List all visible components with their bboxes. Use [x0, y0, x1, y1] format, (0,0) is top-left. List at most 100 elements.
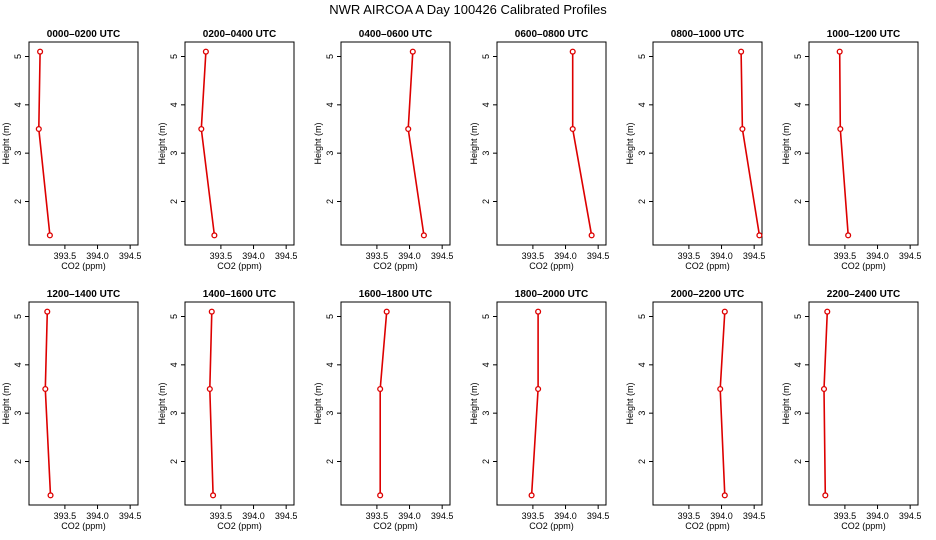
- y-tick-label: 3: [169, 411, 179, 416]
- data-point: [409, 48, 416, 55]
- profile-line: [740, 51, 761, 236]
- data-point: [208, 308, 215, 315]
- y-axis-label: Height (m): [1, 382, 11, 424]
- y-tick-label: 5: [169, 314, 179, 319]
- panel-title: 1600–1800 UTC: [359, 289, 432, 300]
- data-point: [35, 125, 42, 133]
- plot-frame: [340, 41, 451, 246]
- x-axis-label: CO2 (ppm): [841, 521, 886, 531]
- data-point: [837, 125, 844, 133]
- y-tick-label: 3: [169, 151, 179, 156]
- y-tick-label: 4: [13, 102, 23, 107]
- data-point: [206, 385, 213, 393]
- x-tick-label: 394.5: [743, 251, 766, 261]
- x-tick-label: 394.5: [743, 511, 766, 521]
- data-point: [721, 308, 728, 315]
- chart-panel-4: 0600–0800 UTC 393.5 394.0 394.5 2 3 4 5 CO2 (ppm…: [469, 29, 609, 271]
- x-axis-label: CO2 (ppm): [217, 521, 262, 531]
- x-tick-label: 394.5: [275, 251, 298, 261]
- x-tick-label: 393.5: [54, 251, 77, 261]
- y-tick-label: 2: [793, 199, 803, 204]
- panel-title: 0400–0600 UTC: [359, 29, 432, 40]
- y-axis-label: Height (m): [157, 382, 167, 424]
- x-axis-label: CO2 (ppm): [529, 261, 574, 271]
- chart-panel-3: 0400–0600 UTC 393.5 394.0 394.5 2 3 4 5 CO2 (ppm…: [313, 29, 453, 271]
- data-point: [44, 308, 51, 315]
- y-tick-label: 4: [325, 102, 335, 107]
- x-tick-label: 394.5: [119, 511, 142, 521]
- x-axis-label: CO2 (ppm): [61, 521, 106, 531]
- data-point: [820, 385, 828, 393]
- x-tick-label: 394.0: [554, 251, 577, 261]
- plot-frame: [808, 301, 919, 506]
- plot-frame: [496, 301, 607, 506]
- profile-line: [719, 311, 726, 496]
- y-axis-label: Height (m): [625, 122, 635, 164]
- data-point: [845, 232, 852, 239]
- y-tick-label: 2: [637, 459, 647, 464]
- y-tick-label: 3: [13, 151, 23, 156]
- y-tick-label: 2: [325, 459, 335, 464]
- y-tick-label: 5: [325, 314, 335, 319]
- x-axis-label: CO2 (ppm): [373, 261, 418, 271]
- y-tick-label: 5: [637, 54, 647, 59]
- chart-panel-9: 1600–1800 UTC 393.5 394.0 394.5 2 3 4 5 CO2 (ppm…: [313, 289, 453, 531]
- x-tick-label: 394.5: [119, 251, 142, 261]
- x-tick-label: 394.5: [587, 251, 610, 261]
- profile-line: [530, 311, 539, 496]
- data-point: [47, 492, 54, 499]
- x-tick-label: 394.0: [86, 511, 109, 521]
- x-tick-label: 394.5: [431, 251, 454, 261]
- y-tick-label: 4: [637, 102, 647, 107]
- y-tick-label: 4: [793, 362, 803, 367]
- profile-line: [571, 51, 593, 236]
- x-axis-label: CO2 (ppm): [841, 261, 886, 271]
- panel-title: 1000–1200 UTC: [827, 29, 900, 40]
- y-axis-label: Height (m): [313, 122, 323, 164]
- data-point: [717, 385, 724, 393]
- x-tick-label: 393.5: [366, 511, 389, 521]
- y-tick-label: 4: [325, 362, 335, 367]
- plot-frame: [28, 41, 139, 246]
- y-tick-label: 2: [637, 199, 647, 204]
- y-tick-label: 5: [13, 54, 23, 59]
- plot-frame: [184, 41, 295, 246]
- y-tick-label: 3: [13, 411, 23, 416]
- y-tick-label: 5: [481, 54, 491, 59]
- y-axis-label: Height (m): [1, 122, 11, 164]
- panel-title: 2000–2200 UTC: [671, 289, 744, 300]
- x-tick-label: 394.0: [242, 511, 265, 521]
- y-axis-label: Height (m): [157, 122, 167, 164]
- plot-frame: [652, 41, 763, 246]
- chart-panel-5: 0800–1000 UTC 393.5 394.0 394.5 2 3 4 5 CO2 (ppm…: [625, 29, 765, 271]
- y-tick-label: 3: [325, 151, 335, 156]
- data-point: [198, 125, 205, 133]
- plot-frame: [652, 301, 763, 506]
- x-tick-label: 394.0: [398, 251, 421, 261]
- plot-frame: [184, 301, 295, 506]
- profile-line: [200, 51, 216, 236]
- page-title: NWR AIRCOA A Day 100426 Calibrated Profi…: [329, 2, 607, 17]
- x-tick-label: 394.0: [554, 511, 577, 521]
- plot-frame: [340, 301, 451, 506]
- y-tick-label: 2: [793, 459, 803, 464]
- data-point: [46, 232, 53, 239]
- x-axis-label: CO2 (ppm): [685, 261, 730, 271]
- data-point: [420, 232, 427, 239]
- x-tick-label: 394.5: [275, 511, 298, 521]
- y-tick-label: 4: [481, 102, 491, 107]
- data-point: [377, 385, 384, 393]
- y-axis-label: Height (m): [781, 382, 791, 424]
- x-tick-label: 393.5: [678, 511, 701, 521]
- panel-title: 0200–0400 UTC: [203, 29, 276, 40]
- profile-line: [208, 311, 214, 496]
- data-point: [528, 492, 535, 499]
- y-tick-label: 2: [481, 459, 491, 464]
- y-tick-label: 2: [169, 199, 179, 204]
- x-tick-label: 394.5: [899, 511, 922, 521]
- data-point: [569, 48, 576, 55]
- panel-title: 0600–0800 UTC: [515, 29, 588, 40]
- y-tick-label: 4: [13, 362, 23, 367]
- profile-line: [379, 311, 388, 496]
- y-tick-label: 3: [637, 151, 647, 156]
